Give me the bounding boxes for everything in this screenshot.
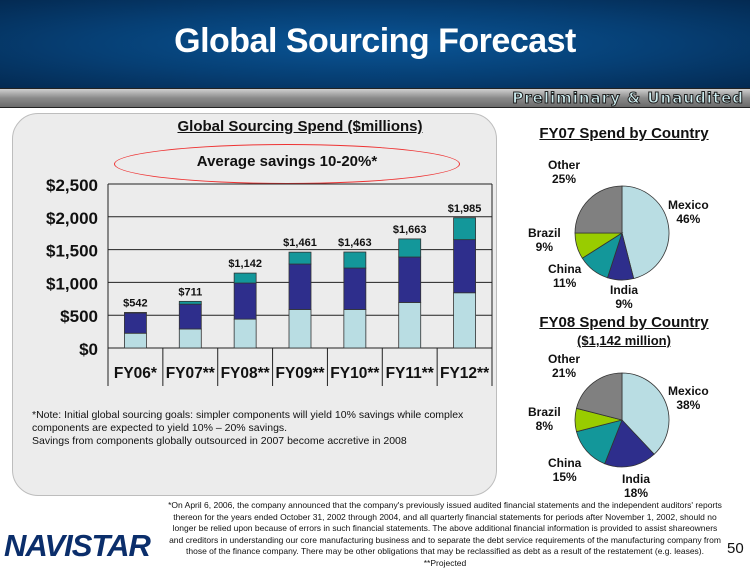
y-tick-label: $0 bbox=[79, 340, 98, 359]
slice-name: India bbox=[622, 472, 650, 486]
slice-name: China bbox=[548, 262, 581, 276]
bar-total-label: $542 bbox=[123, 297, 147, 309]
fy08-pie-title: FY08 Spend by Country bbox=[505, 314, 743, 331]
y-tick-label: $2,500 bbox=[46, 176, 98, 195]
bar-segment bbox=[234, 283, 256, 319]
slice-percent: 18% bbox=[622, 486, 650, 500]
bar-total-label: $1,663 bbox=[393, 224, 427, 236]
bar-segment bbox=[234, 319, 256, 348]
x-tick-label: FY06* bbox=[114, 365, 158, 382]
footnote: *On April 6, 2006, the company announced… bbox=[165, 500, 725, 569]
slice-name: Brazil bbox=[528, 405, 561, 419]
bar-segment bbox=[289, 252, 311, 264]
slice-name: Other bbox=[548, 158, 580, 172]
bar-segment bbox=[179, 304, 201, 329]
x-tick-label: FY10** bbox=[330, 365, 380, 382]
slice-percent: 11% bbox=[548, 276, 581, 290]
bar-total-label: $1,985 bbox=[448, 203, 482, 215]
slice-percent: 38% bbox=[668, 398, 709, 412]
bar-segment bbox=[124, 333, 146, 348]
bar-segment bbox=[454, 293, 476, 348]
pie-slice-other bbox=[575, 186, 622, 233]
y-tick-label: $2,000 bbox=[46, 209, 98, 228]
note-goals: *Note: Initial global sourcing goals: si… bbox=[32, 409, 482, 435]
bar-total-label: $1,461 bbox=[283, 237, 317, 249]
slice-name: Mexico bbox=[668, 384, 709, 398]
slice-name: India bbox=[610, 283, 638, 297]
slice-percent: 46% bbox=[668, 212, 709, 226]
slice-percent: 25% bbox=[548, 172, 580, 186]
fy08-pie-subtitle: ($1,142 million) bbox=[505, 333, 743, 348]
note-accretive: Savings from components globally outsour… bbox=[32, 435, 482, 448]
bar-total-label: $711 bbox=[178, 286, 202, 298]
x-tick-label: FY09** bbox=[275, 365, 325, 382]
bar-segment bbox=[179, 329, 201, 348]
bar-segment bbox=[124, 313, 146, 333]
slice-percent: 9% bbox=[528, 240, 561, 254]
y-tick-label: $1,000 bbox=[46, 274, 98, 293]
bar-total-label: $1,142 bbox=[228, 258, 262, 270]
fy07-pie-title: FY07 Spend by Country bbox=[505, 125, 743, 142]
y-tick-label: $1,500 bbox=[46, 242, 98, 261]
slice-percent: 9% bbox=[610, 297, 638, 311]
slice-name: Other bbox=[548, 352, 580, 366]
bar-segment bbox=[399, 239, 421, 257]
slice-name: China bbox=[548, 456, 581, 470]
bar-segment bbox=[234, 273, 256, 283]
bar-segment bbox=[289, 264, 311, 309]
bar-segment bbox=[344, 252, 366, 268]
bar-segment bbox=[399, 257, 421, 302]
page-number: 50 bbox=[727, 540, 744, 557]
x-tick-label: FY08** bbox=[221, 365, 271, 382]
x-tick-label: FY11** bbox=[386, 365, 435, 382]
x-tick-label: FY07** bbox=[166, 365, 216, 382]
slice-percent: 21% bbox=[548, 366, 580, 380]
x-tick-label: FY12** bbox=[440, 365, 490, 382]
bar-segment bbox=[344, 268, 366, 309]
bar-segment bbox=[399, 302, 421, 348]
slice-percent: 15% bbox=[548, 470, 581, 484]
bar-segment bbox=[289, 309, 311, 348]
slice-name: Brazil bbox=[528, 226, 561, 240]
bar-segment bbox=[179, 301, 201, 304]
y-tick-label: $500 bbox=[60, 307, 98, 326]
bar-total-label: $1,463 bbox=[338, 237, 372, 249]
navistar-logo: NAVISTAR bbox=[4, 528, 150, 564]
bar-segment bbox=[344, 309, 366, 348]
slice-percent: 8% bbox=[528, 419, 561, 433]
slice-name: Mexico bbox=[668, 198, 709, 212]
bar-segment bbox=[454, 240, 476, 293]
bar-segment bbox=[454, 218, 476, 240]
